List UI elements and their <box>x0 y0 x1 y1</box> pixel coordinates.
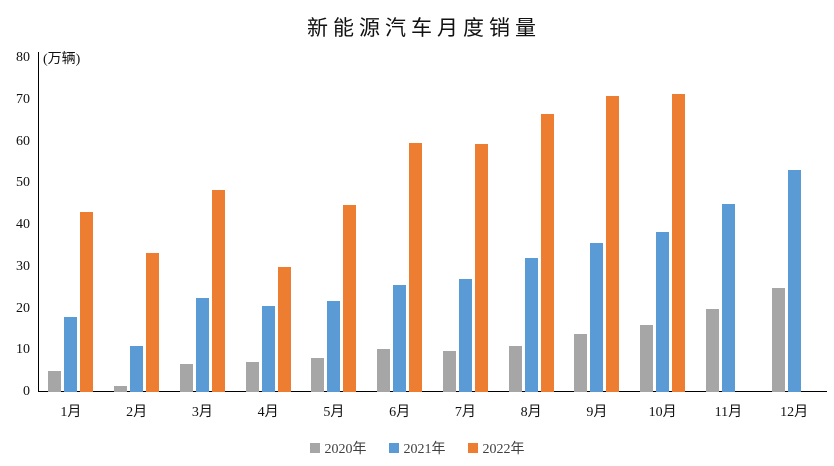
bar-2021年-2月 <box>130 345 144 392</box>
bar-2020年-8月 <box>508 346 522 392</box>
legend-label: 2020年 <box>324 442 367 457</box>
x-axis-label-6月: 6月 <box>389 405 411 420</box>
legend-item-2022年: 2022年 <box>467 438 525 458</box>
bar-2021年-3月 <box>195 297 209 392</box>
bar-2021年-1月 <box>64 317 78 392</box>
chart-title: 新能源汽车月度销量 <box>307 16 541 40</box>
x-axis-label-10月: 10月 <box>648 405 677 420</box>
bar-2021年-7月 <box>458 278 472 392</box>
x-axis-label-7月: 7月 <box>454 405 476 420</box>
bar-2021年-10月 <box>656 232 670 392</box>
bar-2020年-3月 <box>179 364 193 392</box>
bar-2020年-5月 <box>311 357 325 392</box>
y-tick-label: 20 <box>16 300 30 316</box>
x-axis-label-1月: 1月 <box>60 405 82 420</box>
x-axis-label-12月: 12月 <box>780 405 809 420</box>
y-tick-label: 40 <box>16 217 30 232</box>
y-tick-label: 80 <box>16 50 30 65</box>
legend-swatch-icon <box>309 443 320 453</box>
legend-item-2020年: 2020年 <box>309 438 367 458</box>
bar-2020年-7月 <box>442 351 456 392</box>
x-axis-label-5月: 5月 <box>323 405 345 420</box>
legend-swatch-icon <box>388 443 399 453</box>
y-tick-label: 60 <box>16 133 30 149</box>
y-tick-label: 70 <box>16 91 30 107</box>
bar-2020年-9月 <box>574 334 588 392</box>
bar-2022年-5月 <box>343 205 357 392</box>
legend-label: 2022年 <box>482 442 525 457</box>
bar-2022年-3月 <box>211 189 225 392</box>
y-tick-label: 30 <box>16 258 30 274</box>
bar-2020年-11月 <box>705 308 719 392</box>
bar-2020年-4月 <box>245 361 259 392</box>
legend-item-2021年: 2021年 <box>388 438 446 458</box>
bar-2022年-6月 <box>409 143 423 392</box>
bar-2021年-11月 <box>721 204 735 392</box>
legend: 2020年 2021年 2022年 <box>0 438 834 458</box>
x-axis-label-8月: 8月 <box>520 405 542 420</box>
x-axis-label-9月: 9月 <box>586 405 608 420</box>
bar-2021年-4月 <box>261 305 275 392</box>
y-axis-line <box>38 52 39 392</box>
x-axis-label-11月: 11月 <box>714 405 743 420</box>
bar-2022年-7月 <box>474 144 488 392</box>
bar-2022年-8月 <box>540 113 554 392</box>
bar-2020年-6月 <box>377 348 391 392</box>
bar-2021年-8月 <box>524 257 538 392</box>
bar-2020年-2月 <box>114 385 128 392</box>
bar-2022年-4月 <box>277 267 291 392</box>
x-axis-label-4月: 4月 <box>257 405 279 420</box>
bar-2022年-2月 <box>146 252 160 392</box>
bar-2022年-10月 <box>672 93 686 392</box>
bar-2020年-12月 <box>771 288 785 392</box>
bar-2022年-1月 <box>80 212 94 392</box>
legend-label: 2021年 <box>403 442 446 457</box>
x-axis-label-2月: 2月 <box>126 405 148 420</box>
bar-2021年-12月 <box>787 170 801 392</box>
bar-2021年-9月 <box>590 242 604 392</box>
y-tick-label: 0 <box>23 384 30 399</box>
bar-2020年-10月 <box>640 325 654 392</box>
x-axis-label-3月: 3月 <box>191 405 213 420</box>
legend-swatch-icon <box>467 443 478 453</box>
bar-2020年-1月 <box>48 371 62 392</box>
y-tick-label: 50 <box>16 175 30 191</box>
y-tick-label: 10 <box>16 342 30 358</box>
y-axis-unit-label: (万辆) <box>43 52 81 67</box>
bar-2022年-9月 <box>606 96 620 392</box>
x-axis-line <box>38 391 827 393</box>
bar-2021年-6月 <box>393 285 407 392</box>
bar-2021年-5月 <box>327 301 341 392</box>
